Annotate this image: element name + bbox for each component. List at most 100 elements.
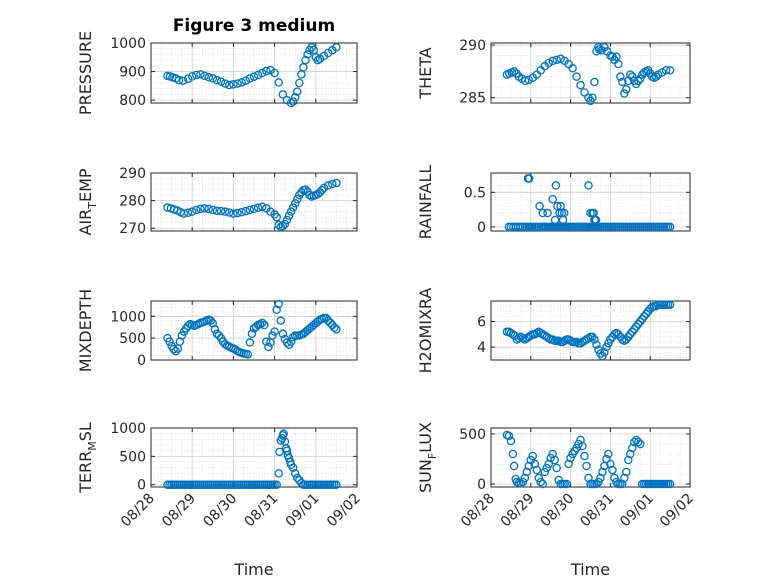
data-point: [303, 50, 312, 59]
data-point: [301, 55, 310, 65]
data-point: [612, 477, 621, 487]
data-point: [293, 194, 302, 204]
data-point: [290, 469, 300, 478]
data-point: [514, 333, 524, 343]
data-point: [636, 439, 645, 449]
data-point: [554, 336, 563, 346]
data-point: [626, 70, 635, 79]
data-point: [626, 449, 635, 459]
y-axis-label: MIXDEPTH: [76, 289, 95, 372]
data-point: [598, 467, 607, 477]
axes-box: [150, 42, 358, 104]
data-point: [321, 313, 331, 323]
data-point: [524, 461, 534, 471]
data-point: [183, 321, 193, 331]
data-point: [543, 208, 552, 218]
data-point: [196, 204, 205, 214]
data-point: [290, 93, 300, 102]
data-point: [212, 75, 222, 85]
y-axis-label-main: TERR: [76, 451, 95, 494]
series-markers: [504, 174, 675, 232]
data-point: [509, 67, 519, 76]
data-point: [237, 207, 246, 217]
data-point: [584, 181, 593, 190]
data-point: [206, 316, 215, 325]
data-point: [614, 59, 623, 69]
x-tick-label: 08/30: [200, 491, 240, 531]
data-point: [628, 327, 637, 337]
y-axis-label: RAINFALL: [416, 165, 435, 240]
data-point: [520, 76, 530, 86]
series-markers: [502, 300, 675, 361]
data-point: [305, 190, 314, 200]
data-point: [559, 208, 569, 218]
series-markers: [502, 430, 675, 489]
data-point: [580, 88, 589, 97]
data-point: [548, 56, 557, 66]
data-point: [274, 469, 283, 478]
data-point: [630, 437, 639, 447]
data-point: [556, 54, 565, 64]
data-point: [253, 203, 263, 213]
data-point: [257, 318, 267, 328]
y-axis-label: SUNFLUX: [416, 422, 439, 493]
data-point: [614, 330, 623, 339]
x-tick-label: 08/31: [577, 491, 617, 531]
y-axis-label-rest: LUX: [416, 422, 435, 453]
subplot-7: 0 500 1000 TERRMSL 08/28 08/29 08/30 08/31 09/01…: [76, 421, 364, 579]
data-point: [262, 66, 271, 76]
x-axis-label: Time: [570, 560, 610, 579]
data-point: [572, 72, 581, 81]
y-axis-label: AIRTEMP: [76, 168, 99, 235]
data-point: [596, 349, 605, 358]
data-point: [192, 205, 201, 215]
data-point: [636, 74, 645, 84]
data-point: [169, 344, 178, 354]
data-point: [594, 477, 603, 487]
y-tick-label: 270: [119, 221, 146, 237]
data-point: [179, 209, 189, 218]
series-markers: [163, 299, 341, 359]
data-point: [204, 73, 213, 82]
x-tick-label: 09/02: [657, 491, 697, 531]
y-tick-label: 0: [477, 477, 486, 493]
data-point: [178, 76, 188, 85]
data-point: [241, 76, 251, 85]
data-point: [509, 461, 519, 471]
data-point: [220, 79, 230, 88]
data-point: [551, 181, 561, 190]
data-point: [590, 335, 599, 344]
data-point: [637, 314, 647, 324]
x-tick-label: 08/31: [242, 491, 282, 531]
y-tick-label: 500: [119, 331, 146, 347]
data-point: [278, 221, 288, 231]
y-tick-label: 290: [459, 38, 486, 54]
data-point: [288, 97, 298, 106]
data-point: [165, 337, 174, 346]
data-point: [220, 340, 230, 349]
data-point: [628, 72, 637, 81]
subplot-1: 800 900 1000 PRESSURE Figure 3 medium: [76, 16, 358, 115]
data-point: [332, 325, 341, 334]
data-point: [653, 70, 663, 79]
data-point: [665, 222, 675, 232]
data-point: [225, 80, 234, 90]
data-point: [247, 329, 257, 339]
data-point: [542, 463, 551, 473]
data-point: [550, 455, 559, 465]
data-point: [171, 347, 180, 356]
data-point: [591, 215, 601, 225]
data-point: [628, 443, 637, 453]
data-point: [332, 43, 341, 52]
data-point: [528, 451, 538, 461]
data-point: [274, 78, 283, 87]
data-point: [665, 66, 675, 75]
y-axis-label: PRESSURE: [76, 31, 95, 115]
data-point: [200, 71, 209, 81]
data-point: [282, 338, 292, 347]
data-point: [278, 90, 288, 99]
data-point: [657, 68, 667, 77]
data-point: [220, 207, 230, 216]
